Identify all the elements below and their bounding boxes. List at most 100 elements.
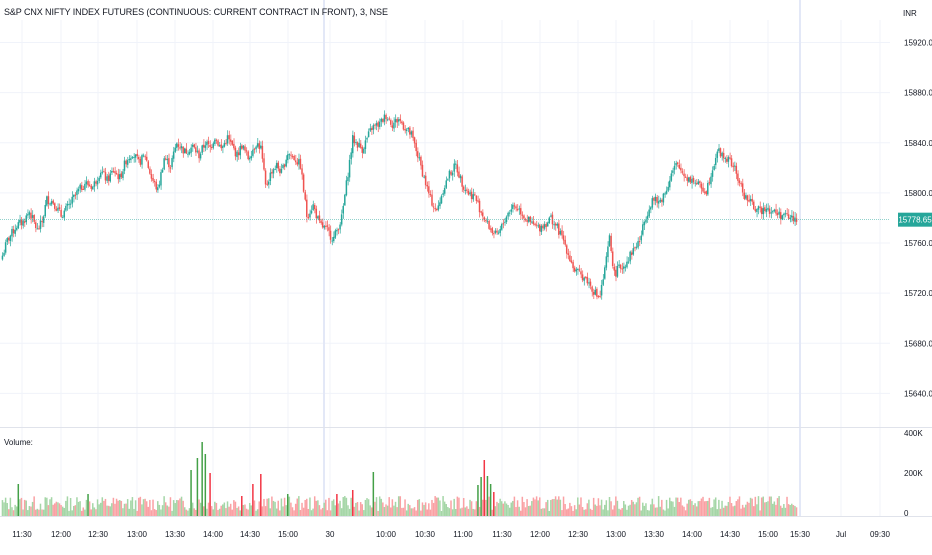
y-tick-label: 15840.00 [904,139,932,148]
candle-body [191,144,194,147]
volume-bar [765,502,768,516]
volume-bar [321,507,324,516]
candle-body [106,176,108,181]
volume-bar [236,507,238,516]
candle-body [675,162,677,166]
volume-bar [485,499,487,516]
candle-body [198,150,200,159]
volume-bar [554,496,557,516]
volume-bar [50,497,53,516]
volume-bar [46,497,48,516]
candle-body [90,185,92,189]
candle-body [630,252,633,256]
volume-bar [548,510,551,516]
volume-bar [332,499,335,516]
volume-bar [730,503,733,516]
candle-body [448,170,451,179]
candle-body [3,252,5,256]
candle-body [474,194,476,196]
volume-bar [301,502,303,516]
candle-body [171,158,173,168]
candle-body [69,203,72,205]
volume-bar [653,504,655,516]
x-tick-label: 15:30 [790,530,811,539]
candle-body [120,173,123,178]
candle-body [147,161,150,168]
volume-bar [710,507,712,516]
candle-body [450,171,452,175]
price-pane[interactable] [0,110,890,300]
candle-body [654,196,657,202]
volume-bar [80,510,83,516]
volume-bar [95,509,97,516]
volume-bar [397,496,400,516]
volume-bar [93,507,96,516]
candle-body [282,164,284,169]
volume-bar [363,510,365,516]
volume-bar [420,510,422,516]
candle-body [741,183,744,193]
volume-bar [233,500,235,516]
volume-bar [128,508,130,516]
candle-body [218,145,221,147]
x-tick-label: 14:30 [720,530,741,539]
candle-body [87,180,89,186]
candle-body [321,222,324,228]
volume-bar [329,510,332,516]
volume-bar [562,496,565,516]
volume-bar [1,500,4,516]
volume-bar [215,502,218,516]
candle-body [17,222,20,229]
volume-bar [339,500,341,516]
candle-body [686,177,688,181]
volume-bar [645,503,647,516]
volume-bar [605,500,608,516]
candle-body [762,208,764,215]
candle-body [92,186,94,190]
candle-body [632,248,635,255]
volume-bar [699,500,701,516]
candle-body [567,253,570,255]
candle-body [689,176,692,183]
candle-body [405,129,408,132]
volume-bar [385,504,387,516]
volume-bar [705,501,707,516]
candle-body [309,213,311,218]
x-tick-label: 10:00 [376,530,397,539]
candle-body [247,151,249,160]
volume-bar [526,499,528,516]
volume-bar [179,498,181,516]
volume-bar [404,499,406,516]
volume-bar [42,509,45,516]
volume-bar [746,501,749,516]
candle-body [334,230,337,238]
volume-bar [280,498,283,516]
candle-body [57,207,59,211]
volume-bar [326,510,329,516]
candle-body [157,187,159,191]
candle-body [290,154,292,156]
candle-body [367,131,370,137]
candle-body [548,217,551,223]
volume-bar [193,508,195,516]
candle-body [6,238,8,242]
candle-body [204,145,207,148]
candle-body [413,137,416,144]
candle-body [494,230,497,233]
volume-bar [689,499,692,516]
volume-bar [450,500,452,516]
volume-bar [738,496,741,516]
volume-pane[interactable] [1,442,798,516]
volume-bar [751,498,753,516]
candle-body [329,230,332,240]
candle-body [611,251,614,267]
volume-bar [683,506,685,516]
candle-body [394,119,397,123]
volume-bar [274,501,276,516]
volume-bar [626,509,628,516]
volume-bar [256,509,259,516]
candle-body [615,269,617,277]
candle-body [390,120,392,125]
